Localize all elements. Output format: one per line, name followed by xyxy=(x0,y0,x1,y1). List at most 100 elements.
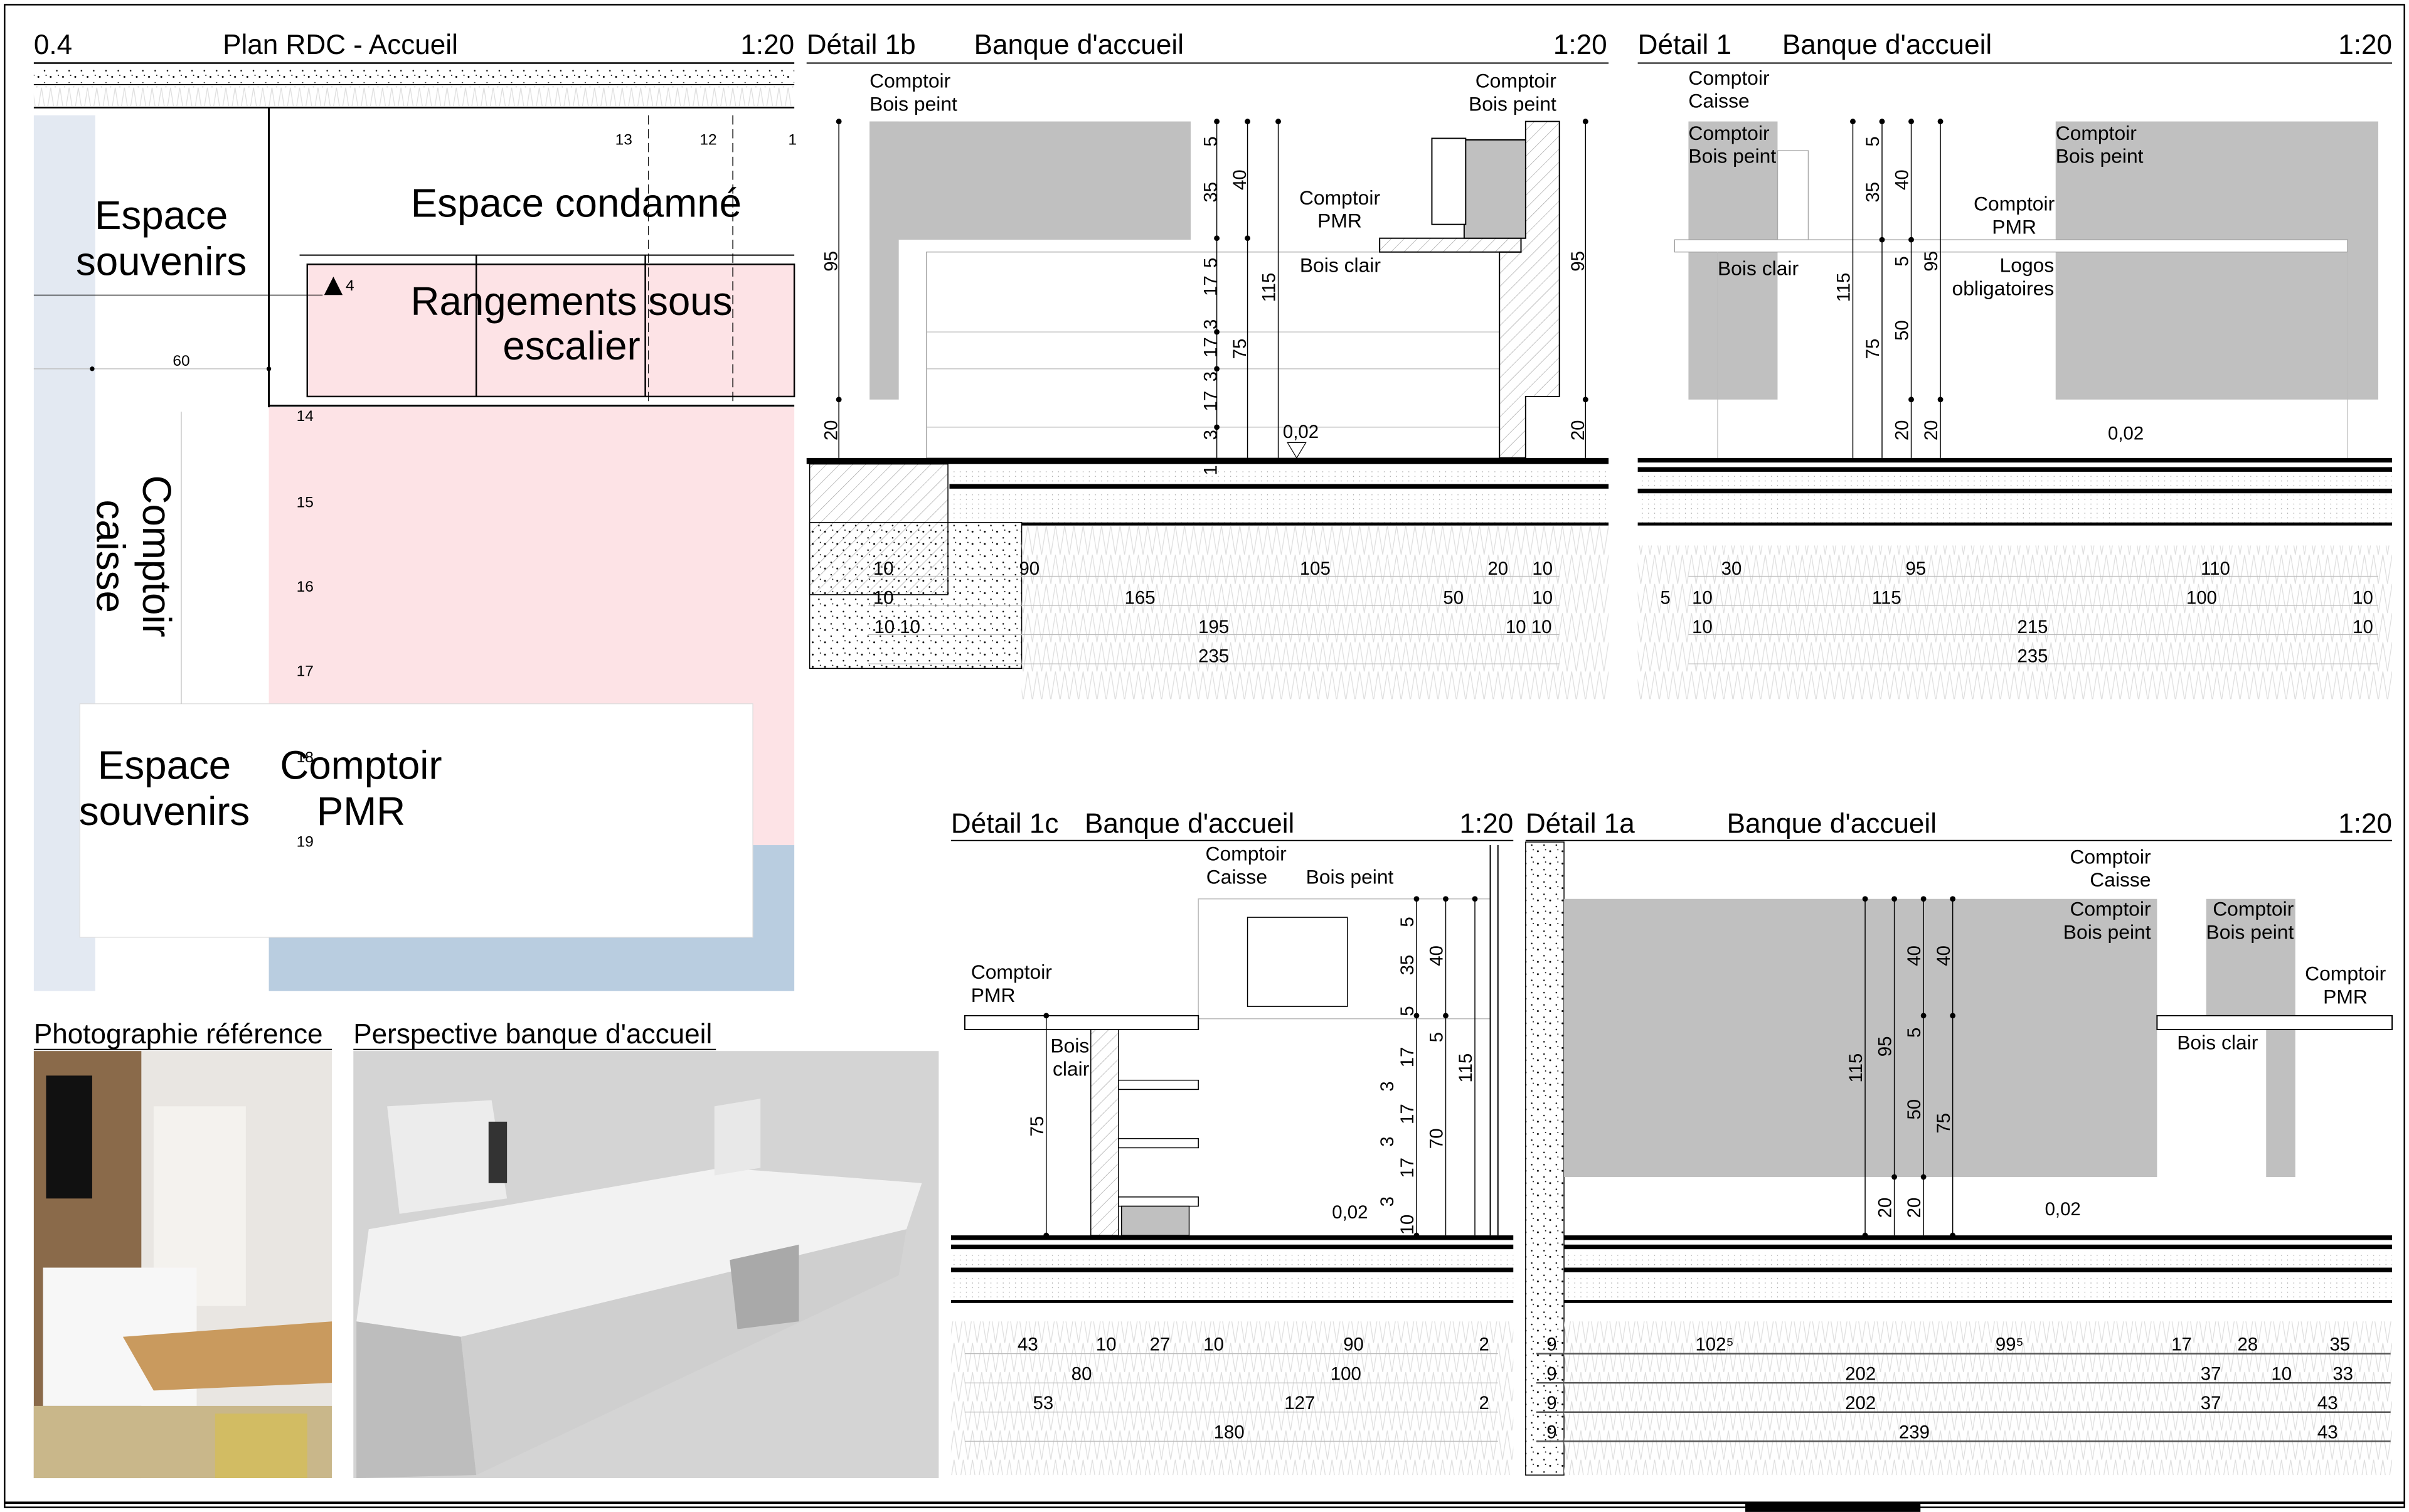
dimension: 5 xyxy=(1863,136,1883,146)
vertical-dimensions: 5 35 40 115 5 95 75 50 20 20 xyxy=(1834,136,1942,440)
dimension: 3 xyxy=(1201,430,1221,440)
label: Bois peint xyxy=(869,92,957,115)
dimension: 40 xyxy=(1427,945,1447,966)
label: Caisse xyxy=(2090,868,2151,891)
dimension: 50 xyxy=(1892,320,1913,341)
dimension: 102⁵ xyxy=(1695,1334,1733,1355)
label: Bois peint xyxy=(2206,920,2294,943)
dimension: 20 xyxy=(1487,558,1508,579)
plan-dimension: 60 xyxy=(173,353,189,370)
dimension: 35 xyxy=(1397,955,1418,976)
dimension: 95 xyxy=(821,251,842,272)
dimension: 95 xyxy=(1875,1036,1896,1057)
label: Comptoir xyxy=(2056,122,2137,144)
dimension: 95 xyxy=(1906,558,1927,579)
pmr-shelf xyxy=(2156,1014,2393,1030)
section-marker-icon xyxy=(324,276,343,295)
vertical-dimensions: 115 95 40 40 5 50 75 20 20 xyxy=(1846,945,1954,1218)
room-souvenirs-top-2: souvenirs xyxy=(76,239,247,284)
label: Bois peint xyxy=(1306,865,1394,888)
detail-1c-number: Détail 1c xyxy=(951,808,1059,839)
level-value: 0,02 xyxy=(2045,1199,2081,1220)
step-number: 14 xyxy=(297,408,314,425)
dimension: 99⁵ xyxy=(1996,1334,2024,1355)
dimension: 115 xyxy=(1455,1053,1476,1083)
dimension: 127 xyxy=(1284,1393,1315,1414)
dimension: 20 xyxy=(1892,420,1913,440)
dimension: 37 xyxy=(2201,1363,2221,1384)
dimension: 20 xyxy=(1921,420,1942,440)
level-value: 0,02 xyxy=(1283,422,1319,442)
dimension: 10 10 xyxy=(1506,617,1552,637)
dimension: 17 xyxy=(1397,1104,1418,1124)
dimension: 195 xyxy=(1198,617,1229,637)
detail-1a-number: Détail 1a xyxy=(1526,808,1635,839)
label: PMR xyxy=(1317,210,1362,232)
label: Comptoir xyxy=(2213,898,2294,920)
dimension: 17 xyxy=(1397,1158,1418,1178)
dimension: 20 xyxy=(821,420,842,440)
dimension: 100 xyxy=(2186,588,2217,609)
label: Comptoir xyxy=(1476,70,1557,92)
label: Bois peint xyxy=(1469,92,1556,115)
perspective-render xyxy=(353,1051,939,1479)
dimension: 9 xyxy=(1546,1422,1556,1442)
dimension: 10 10 xyxy=(874,617,920,637)
detail-1a-panel: Détail 1a Banque d'accueil 1:20 Comptoir… xyxy=(1525,808,2393,1476)
room-caisse-1: Comptoir xyxy=(134,476,179,637)
plan-number: 0.4 xyxy=(34,29,72,60)
dimension: 215 xyxy=(2017,617,2048,637)
detail-1a-title: Banque d'accueil xyxy=(1727,808,1937,839)
step-number: 16 xyxy=(297,578,314,595)
horizontal-dimensions: 9 9 9 9 102⁵ 99⁵ 17 28 35 202 37 10 33 2… xyxy=(1536,1334,2391,1442)
counter-top xyxy=(1674,239,2348,253)
horizontal-dimensions: 30 95 110 5 10 115 100 10 10 215 10 235 xyxy=(1661,558,2379,667)
dimension: 35 xyxy=(1201,182,1221,203)
dimension: 10 xyxy=(2353,617,2373,637)
dimension: 10 xyxy=(1532,558,1553,579)
counter-painted-wood xyxy=(869,121,1191,240)
plan-title: Plan RDC - Accueil xyxy=(223,29,458,60)
dimension: 115 xyxy=(1834,273,1854,302)
detail-1b-panel: Détail 1b Banque d'accueil 1:20 Comptoir… xyxy=(806,29,1609,700)
dimension: 17 xyxy=(1201,391,1221,412)
dimension: 40 xyxy=(1892,169,1913,190)
dimension: 20 xyxy=(1875,1198,1896,1218)
horizontal-dimensions: 43 10 27 10 90 2 80 100 53 127 2 180 xyxy=(964,1334,1498,1442)
perspective-panel: Perspective banque d'accueil xyxy=(353,1019,939,1479)
dimension: 5 xyxy=(1904,1028,1925,1038)
dimension: 90 xyxy=(1019,558,1040,579)
dimension: 43 xyxy=(2317,1422,2338,1442)
dimension: 17 xyxy=(2171,1334,2192,1355)
plan-zone-rangements xyxy=(306,264,795,398)
plan-zone-white xyxy=(79,703,753,938)
room-rangements-1: Rangements sous xyxy=(410,279,732,324)
dimension: 2 xyxy=(1479,1393,1489,1414)
dimension: 10 xyxy=(2353,588,2373,609)
dimension: 5 xyxy=(1397,917,1418,927)
dimension: 5 xyxy=(1892,256,1913,266)
dimension: 5 xyxy=(1397,1006,1418,1016)
dimension: 165 xyxy=(1125,588,1156,609)
step-number: 1 xyxy=(788,131,797,148)
dimension: 40 xyxy=(1904,945,1925,966)
detail-1b-scale: 1:20 xyxy=(1553,29,1607,60)
dimension: 35 xyxy=(2329,1334,2350,1355)
dimension: 10 xyxy=(1692,617,1713,637)
dimension: 10 xyxy=(1096,1334,1117,1355)
step-number: 17 xyxy=(297,663,314,680)
counter-body xyxy=(926,252,1500,459)
room-souvenirs-bottom-1: Espace xyxy=(98,743,231,788)
plan-wall-insulation xyxy=(33,86,795,107)
vertical-dimensions: 95 20 5 35 40 5 17 115 3 17 75 3 17 3 1 … xyxy=(821,136,1588,475)
dimension: 10 xyxy=(2271,1363,2292,1384)
dimension: 100 xyxy=(1331,1363,1361,1384)
dimension: 10 xyxy=(873,558,894,579)
dimension: 9 xyxy=(1546,1334,1556,1355)
monitor-icon xyxy=(1431,137,1467,225)
photo-panel: Photographie référence xyxy=(33,1019,332,1479)
dimension: 239 xyxy=(1899,1422,1930,1442)
room-souvenirs-top-1: Espace xyxy=(95,193,228,238)
monitor-icon xyxy=(1777,150,1809,240)
label: Logos xyxy=(2000,254,2055,277)
